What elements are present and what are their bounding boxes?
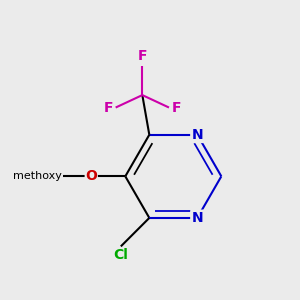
Text: F: F bbox=[104, 100, 113, 115]
Text: N: N bbox=[191, 128, 203, 142]
Text: F: F bbox=[138, 49, 147, 63]
Text: O: O bbox=[85, 169, 97, 183]
Text: N: N bbox=[191, 211, 203, 225]
Text: Cl: Cl bbox=[113, 248, 128, 262]
Text: F: F bbox=[172, 100, 181, 115]
Text: methoxy: methoxy bbox=[13, 171, 62, 181]
